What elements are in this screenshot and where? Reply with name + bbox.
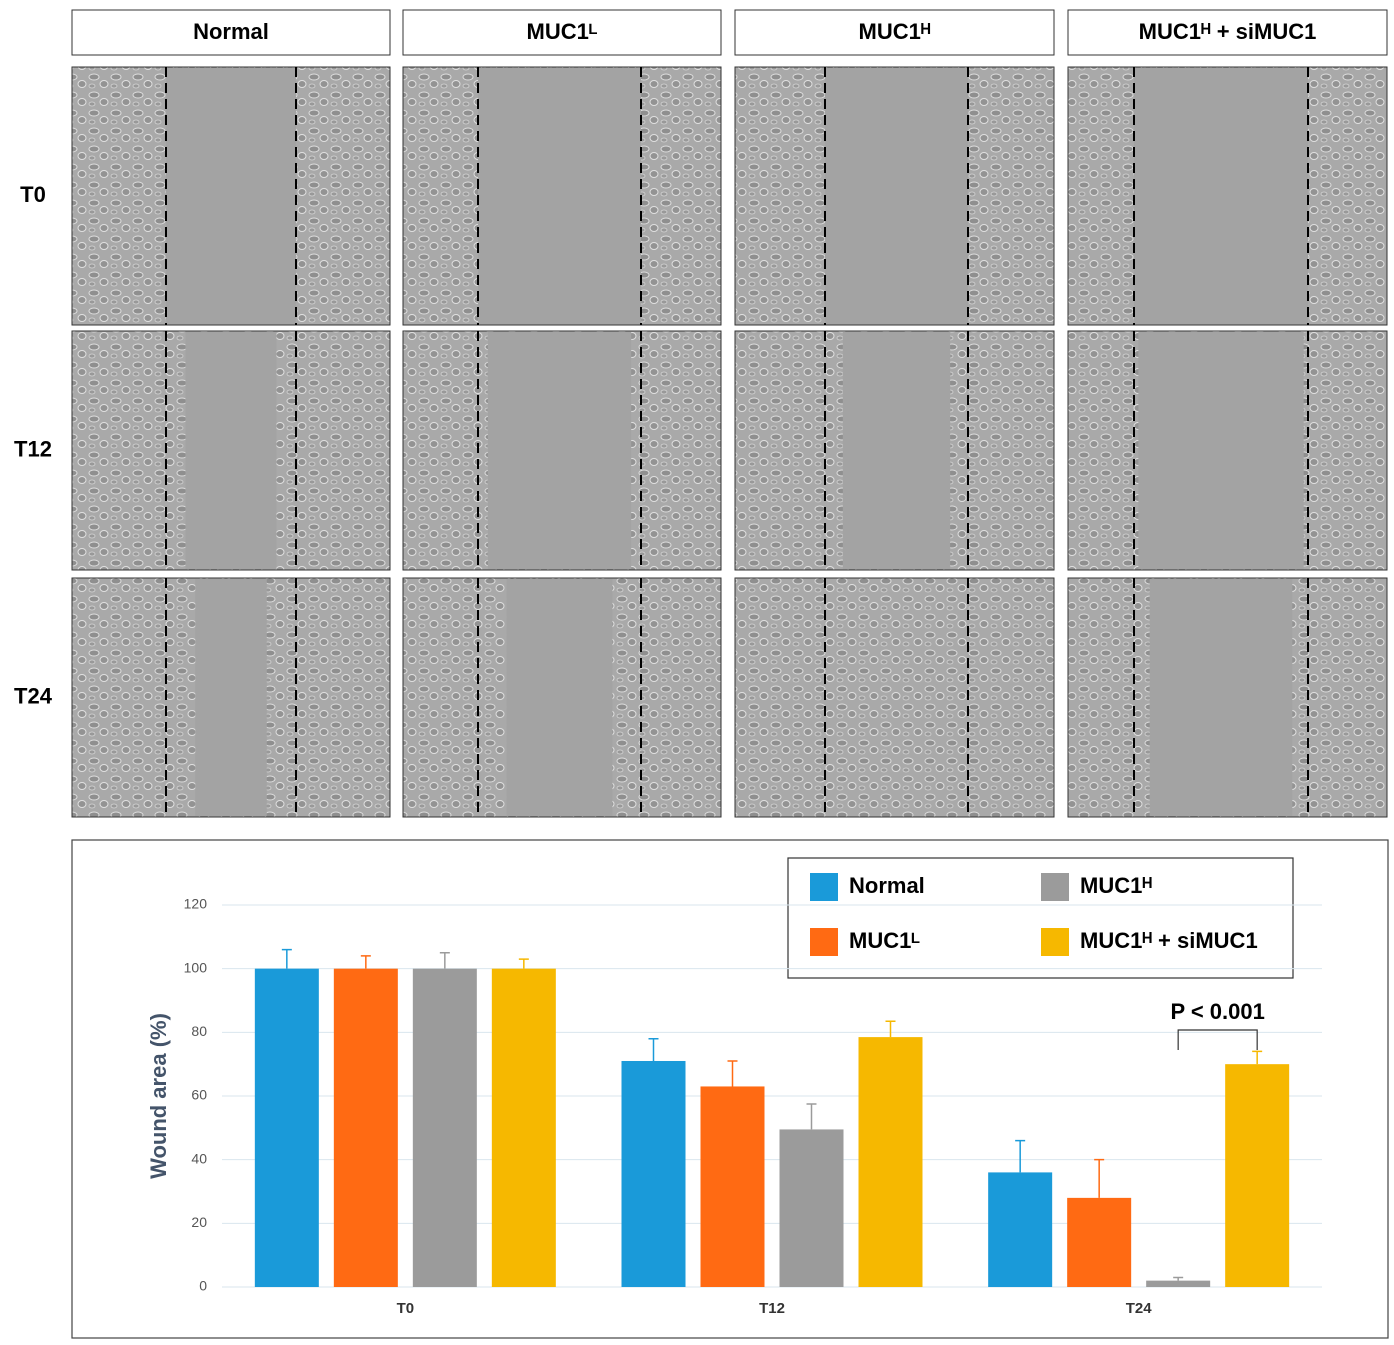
bar bbox=[334, 969, 398, 1287]
y-tick-label: 60 bbox=[191, 1087, 207, 1103]
wound-gap bbox=[1138, 332, 1303, 569]
bar bbox=[701, 1086, 765, 1287]
figure: Normal MUC1ᴸ MUC1ᴴ MUC1ᴴ + siMUC1 T0 T12 T24 0 2… bbox=[0, 0, 1394, 1340]
wound-gap bbox=[186, 332, 277, 569]
bar bbox=[492, 969, 556, 1287]
wound-gap bbox=[195, 579, 267, 816]
legend-label: MUC1ᴴ bbox=[1080, 873, 1152, 898]
legend-label: MUC1ᴸ bbox=[849, 928, 920, 953]
bar bbox=[1225, 1064, 1289, 1287]
wound-gap bbox=[825, 68, 968, 324]
y-tick-label: 120 bbox=[184, 896, 208, 912]
error-bar bbox=[1252, 1051, 1262, 1064]
x-tick-label: T24 bbox=[1126, 1300, 1153, 1317]
legend-swatch bbox=[810, 928, 838, 956]
y-tick-label: 80 bbox=[191, 1023, 207, 1039]
error-bar bbox=[1015, 1141, 1025, 1173]
row-label: T24 bbox=[14, 683, 53, 708]
error-bar bbox=[440, 953, 450, 969]
column-header: MUC1ᴸ bbox=[527, 19, 598, 44]
x-tick-label: T0 bbox=[397, 1300, 415, 1317]
wound-gap bbox=[478, 68, 641, 324]
y-tick-label: 40 bbox=[191, 1150, 207, 1166]
error-bar bbox=[1094, 1160, 1104, 1198]
y-axis-label: Wound area (%) bbox=[146, 1013, 171, 1179]
bar bbox=[622, 1061, 686, 1287]
column-header: MUC1ᴴ bbox=[859, 19, 931, 44]
microscopy-image bbox=[735, 578, 1054, 817]
bar bbox=[780, 1129, 844, 1287]
y-tick-label: 100 bbox=[184, 959, 208, 975]
wound-gap bbox=[166, 68, 296, 324]
column-header: Normal bbox=[193, 19, 269, 44]
legend-label: Normal bbox=[849, 873, 925, 898]
legend-swatch bbox=[810, 873, 838, 901]
wound-gap bbox=[1150, 579, 1293, 816]
wound-gap bbox=[488, 332, 631, 569]
column-header: MUC1ᴴ + siMUC1 bbox=[1139, 19, 1317, 44]
significance-bracket bbox=[1178, 1030, 1257, 1050]
row-label: T0 bbox=[20, 182, 46, 207]
bar bbox=[255, 969, 319, 1287]
wound-gap bbox=[507, 579, 613, 816]
error-bar bbox=[807, 1104, 817, 1129]
bar bbox=[413, 969, 477, 1287]
legend-label: MUC1ᴴ + siMUC1 bbox=[1080, 928, 1258, 953]
x-tick-label: T12 bbox=[759, 1300, 785, 1317]
bar bbox=[1146, 1281, 1210, 1287]
error-bar bbox=[728, 1061, 738, 1086]
bar bbox=[988, 1172, 1052, 1287]
bar bbox=[859, 1037, 923, 1287]
error-bar bbox=[519, 959, 529, 969]
error-bar bbox=[361, 956, 371, 969]
bar bbox=[1067, 1198, 1131, 1287]
error-bar bbox=[1173, 1277, 1183, 1280]
y-tick-label: 0 bbox=[199, 1278, 207, 1294]
wound-gap bbox=[1134, 68, 1308, 324]
annotation: P < 0.001 bbox=[1170, 999, 1264, 1024]
legend-swatch bbox=[1041, 873, 1069, 901]
wound-gap bbox=[843, 332, 950, 569]
row-label: T12 bbox=[14, 436, 52, 461]
error-bar bbox=[649, 1039, 659, 1061]
y-tick-label: 20 bbox=[191, 1214, 207, 1230]
error-bar bbox=[886, 1021, 896, 1037]
legend-swatch bbox=[1041, 928, 1069, 956]
error-bar bbox=[282, 950, 292, 969]
